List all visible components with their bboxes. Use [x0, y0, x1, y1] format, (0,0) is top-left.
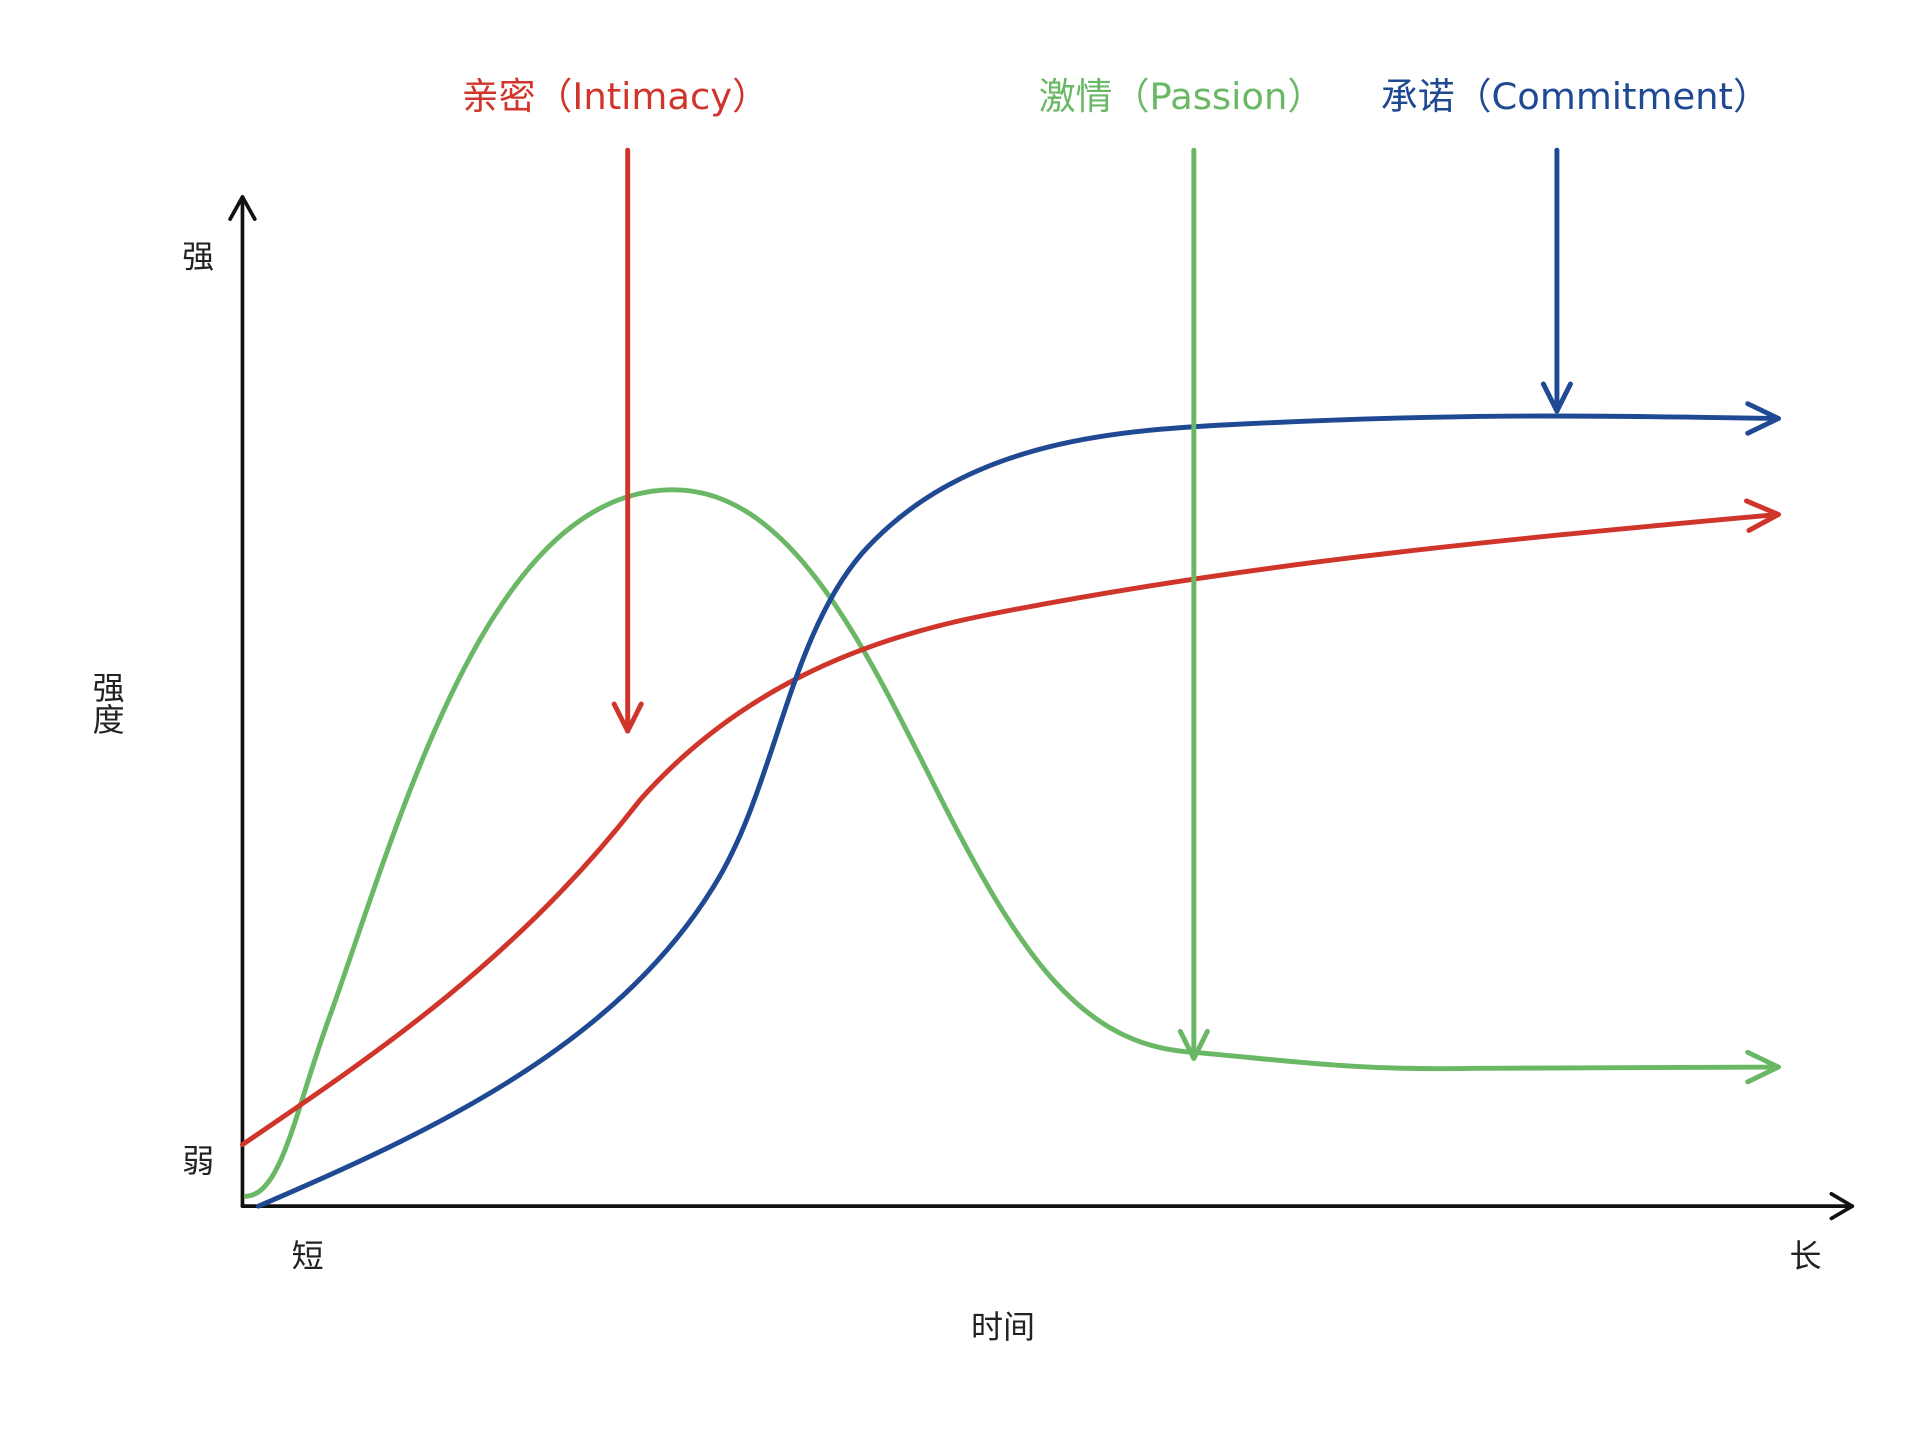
- commitment-pointer-head: [1540, 381, 1573, 414]
- intimacy-arrow: [1744, 498, 1781, 533]
- commitment-arrow: [1745, 401, 1781, 436]
- y-axis-title: 强度: [88, 671, 126, 735]
- intimacy-pointer-head: [611, 701, 644, 734]
- x-axis-title: 时间: [971, 1308, 1035, 1346]
- intimacy-label: 亲密（Intimacy）: [462, 75, 769, 118]
- x-axis-arrow: [1829, 1192, 1855, 1221]
- passion-curve: [243, 487, 1781, 1199]
- x-long-label: 长: [1790, 1237, 1822, 1275]
- y-high-label: 强: [182, 237, 214, 275]
- y-axis-arrow: [228, 195, 257, 221]
- intimacy-curve: [240, 512, 1781, 1148]
- x-short-label: 短: [292, 1237, 324, 1275]
- passion-arrow: [1745, 1049, 1781, 1085]
- y-low-label: 弱: [182, 1142, 214, 1180]
- commitment-label: 承诺（Commitment）: [1381, 75, 1770, 118]
- passion-pointer-head: [1177, 1028, 1210, 1061]
- commitment-curve: [256, 413, 1781, 1209]
- passion-label: 激情（Passion）: [1039, 75, 1325, 118]
